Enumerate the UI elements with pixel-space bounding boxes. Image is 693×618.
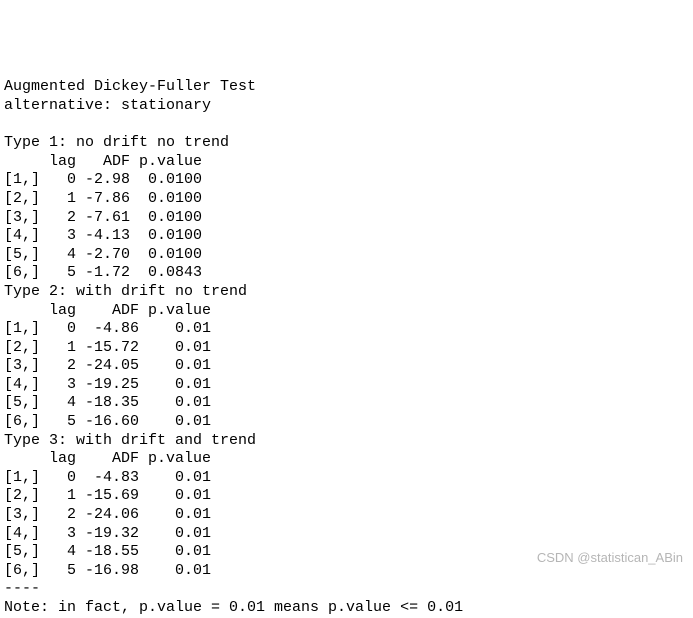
table-row: [4,] 3 -19.32 0.01 <box>4 525 211 542</box>
table-row: [4,] 3 -19.25 0.01 <box>4 376 211 393</box>
table-row: [1,] 0 -2.98 0.0100 <box>4 171 202 188</box>
table-row: [3,] 2 -24.06 0.01 <box>4 506 211 523</box>
type3-title: Type 3: with drift and trend <box>4 432 256 449</box>
adf-title: Augmented Dickey-Fuller Test <box>4 78 256 95</box>
table-row: [5,] 4 -18.35 0.01 <box>4 394 211 411</box>
type2-header: lag ADF p.value <box>4 302 211 319</box>
table-row: [3,] 2 -7.61 0.0100 <box>4 209 202 226</box>
table-row: [2,] 1 -15.72 0.01 <box>4 339 211 356</box>
type1-title: Type 1: no drift no trend <box>4 134 229 151</box>
table-row: [1,] 0 -4.86 0.01 <box>4 320 211 337</box>
table-row: [6,] 5 -16.60 0.01 <box>4 413 211 430</box>
adf-alternative: alternative: stationary <box>4 97 211 114</box>
type3-header: lag ADF p.value <box>4 450 211 467</box>
type2-title: Type 2: with drift no trend <box>4 283 247 300</box>
type1-header: lag ADF p.value <box>4 153 202 170</box>
watermark-text: CSDN @statistican_ABin <box>537 550 683 566</box>
table-row: [3,] 2 -24.05 0.01 <box>4 357 211 374</box>
table-row: [4,] 3 -4.13 0.0100 <box>4 227 202 244</box>
adf-note: Note: in fact, p.value = 0.01 means p.va… <box>4 599 463 616</box>
separator: ---- <box>4 580 40 597</box>
table-row: [1,] 0 -4.83 0.01 <box>4 469 211 486</box>
table-row: [2,] 1 -15.69 0.01 <box>4 487 211 504</box>
table-row: [5,] 4 -18.55 0.01 <box>4 543 211 560</box>
table-row: [5,] 4 -2.70 0.0100 <box>4 246 202 263</box>
table-row: [6,] 5 -1.72 0.0843 <box>4 264 202 281</box>
table-row: [6,] 5 -16.98 0.01 <box>4 562 211 579</box>
table-row: [2,] 1 -7.86 0.0100 <box>4 190 202 207</box>
